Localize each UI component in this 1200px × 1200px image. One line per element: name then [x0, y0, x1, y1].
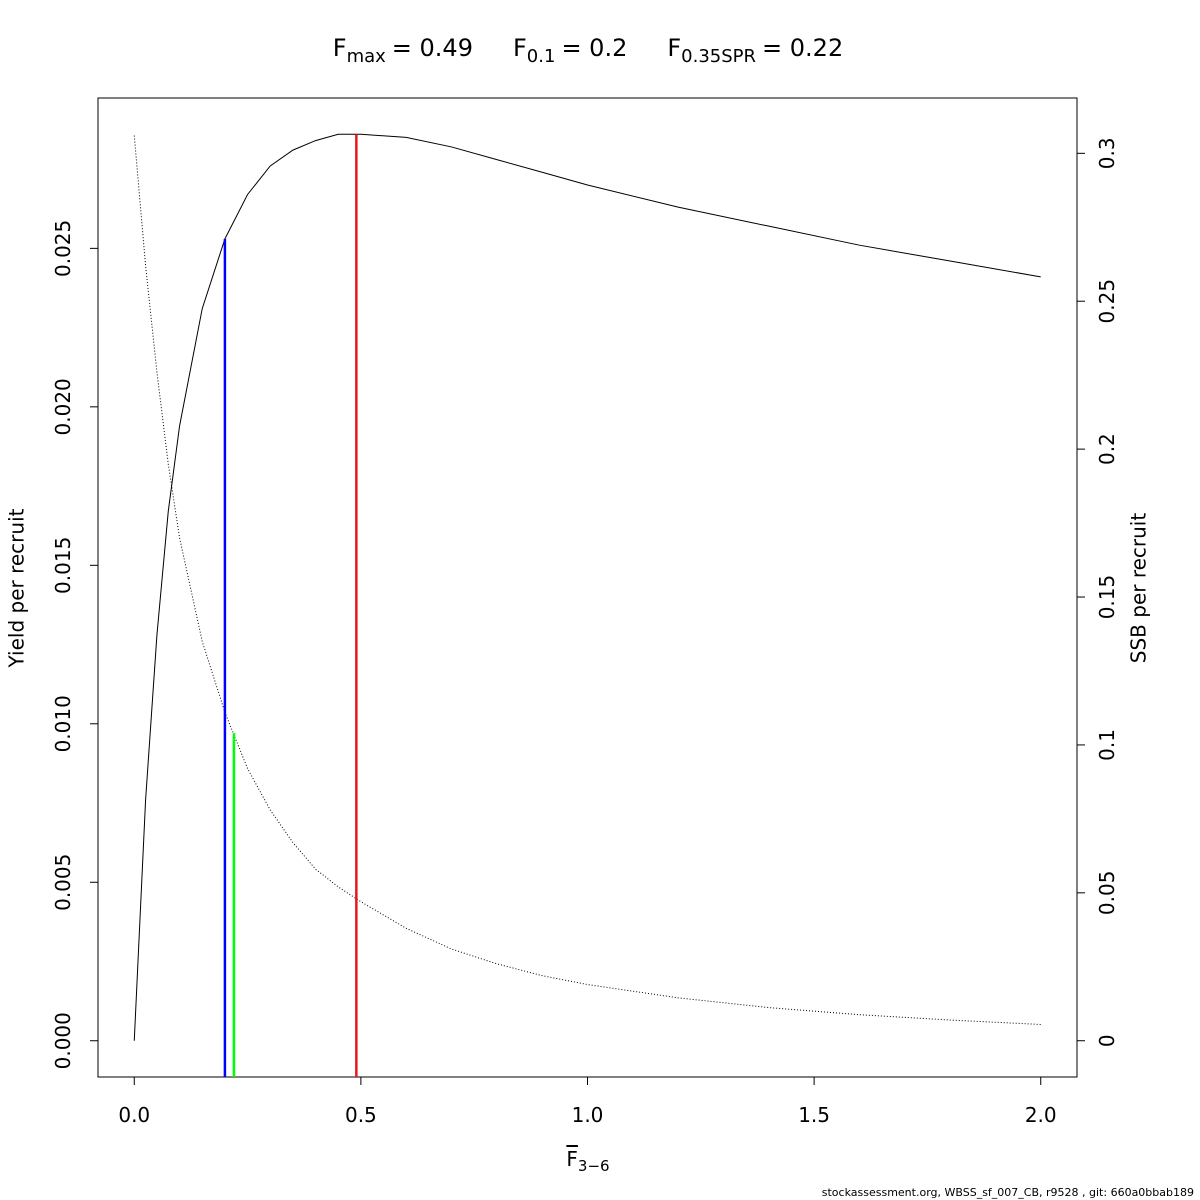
y-tick-label: 0.005: [51, 854, 75, 911]
title-value: = 0.49: [392, 34, 473, 62]
y-tick-label: 0.025: [51, 220, 75, 277]
x-tick-label: 0.5: [345, 1103, 377, 1127]
plot-frame: [97, 97, 1078, 1078]
x-tick-label: 1.5: [798, 1103, 830, 1127]
footer: stockassessment.org, WBSS_sf_007_CB, r95…: [822, 1186, 1194, 1199]
y2-tick-label: 0.25: [1095, 279, 1119, 324]
series-line: [133, 133, 1041, 1041]
y-tick-label: 0.020: [51, 378, 75, 435]
title-value: = 0.2: [561, 34, 627, 62]
x-tick-label: 0.0: [118, 1103, 150, 1127]
x-label-subscript: 3−6: [578, 1157, 610, 1175]
y2-tick-label: 0: [1095, 1034, 1119, 1047]
x-tick-label: 1.0: [572, 1103, 604, 1127]
title-symbol: F: [513, 34, 527, 62]
title-symbol: F: [667, 34, 681, 62]
series-line: [133, 135, 1041, 1025]
y2-tick-label: 0.1: [1095, 729, 1119, 761]
y2-tick-label: 0.2: [1095, 433, 1119, 465]
y2-tick-label: 0.05: [1095, 871, 1119, 916]
title-text: Fmax = 0.49 F0.1 = 0.2 F0.35SPR = 0.22: [333, 34, 843, 67]
title-subscript: max: [347, 46, 387, 67]
title-symbol: F: [333, 34, 347, 62]
title-subscript: 0.35SPR: [681, 46, 756, 67]
y-tick-label: 0.000: [51, 1012, 75, 1069]
y-axis-label: Yield per recruit: [5, 508, 29, 668]
y-tick-label: 0.010: [51, 695, 75, 752]
y-tick-label: 0.015: [51, 537, 75, 594]
x-label-symbol: F: [566, 1147, 578, 1171]
x-tick-label: 2.0: [1025, 1103, 1057, 1127]
y2-axis-label: SSB per recruit: [1127, 513, 1151, 664]
x-axis-label: F3−6: [566, 1147, 609, 1175]
y2-tick-label: 0.15: [1095, 575, 1119, 620]
chart-title: Fmax = 0.49 F0.1 = 0.2 F0.35SPR = 0.22: [333, 34, 843, 67]
title-value: = 0.22: [762, 34, 843, 62]
y2-tick-label: 0.3: [1095, 137, 1119, 169]
title-subscript: 0.1: [527, 46, 556, 67]
